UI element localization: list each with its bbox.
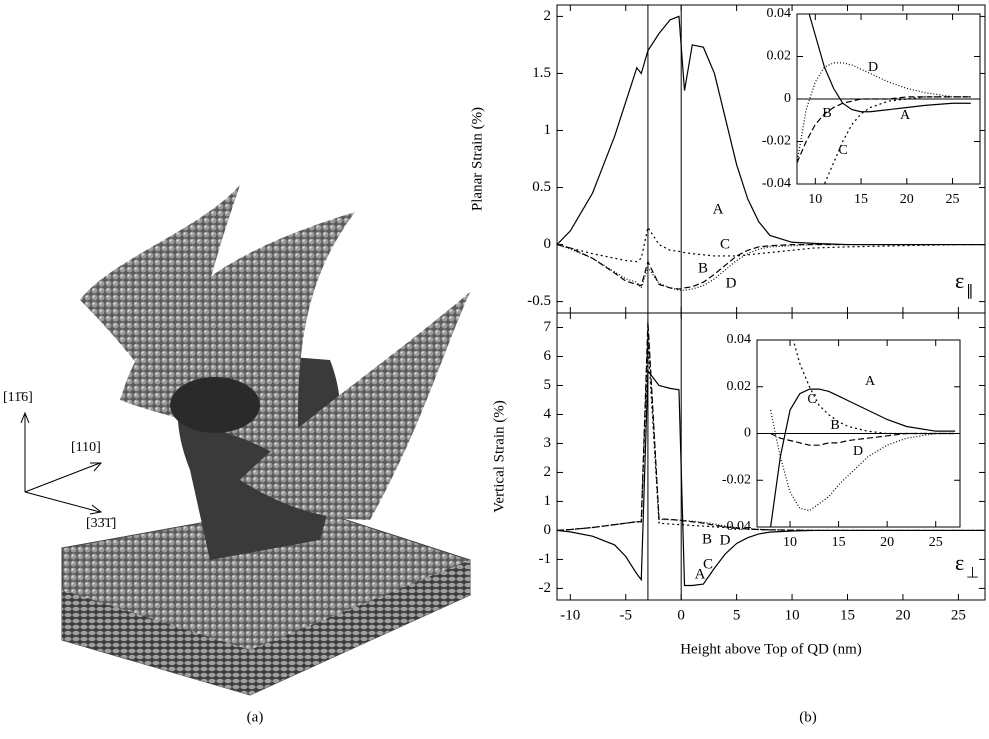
y-tick-label: 6: [544, 348, 552, 364]
y-tick-label: 4: [544, 406, 552, 422]
y-tick-label: 2: [544, 464, 552, 480]
x-tick-label: 20: [880, 535, 894, 550]
series-label: B: [830, 418, 839, 433]
x-axis-label: Height above Top of QD (nm): [680, 641, 862, 657]
x-tick-label: 0: [677, 607, 685, 623]
strain-subscript: ∥: [966, 283, 974, 299]
arrowhead: [90, 463, 101, 471]
x-tick-label: 20: [900, 192, 914, 207]
panel-label: (b): [799, 709, 817, 725]
series-label: C: [703, 556, 713, 572]
direction-label: [110]: [71, 440, 101, 455]
y-tick-label: -0.02: [762, 134, 791, 149]
figure: [11̄6] [110] [33̄1̄] (a) (b) -0.5 0 0.5 1 1.…: [0, 0, 989, 739]
y-tick-label: -2: [539, 580, 552, 596]
y-tick-label: 0.02: [727, 379, 752, 394]
y-tick-label: 7: [544, 319, 552, 335]
y-tick-label: 0.5: [532, 179, 551, 195]
x-tick-label: 10: [808, 192, 822, 207]
y-tick-label: -1: [539, 551, 552, 567]
axis-arrow: [25, 463, 100, 492]
direction-label: [11̄6]: [3, 390, 33, 405]
y-tick-label: 1: [544, 122, 552, 138]
qd-render: [62, 185, 470, 695]
y-tick-label: 0: [544, 522, 552, 538]
y-tick-label: 3: [544, 435, 552, 451]
x-tick-label: -5: [619, 607, 632, 623]
y-tick-label: 5: [544, 377, 552, 393]
y-tick-label: 1: [544, 493, 552, 509]
series-label: B: [698, 260, 708, 276]
direction-label: [33̄1̄]: [86, 516, 116, 531]
y-tick-label: -0.5: [527, 293, 551, 309]
series-label: C: [838, 143, 847, 158]
y-tick-label: 0.02: [767, 49, 792, 64]
series-label: D: [853, 444, 863, 459]
series-label: D: [720, 532, 731, 548]
panel-label: (a): [247, 709, 264, 725]
y-axis-label: Planar Strain (%): [469, 107, 485, 211]
strain-subscript: ⊥: [966, 565, 979, 581]
y-tick-label: -0.02: [722, 472, 751, 487]
y-axis-label: Vertical Strain (%): [491, 400, 507, 512]
axis-arrow: [25, 492, 100, 512]
strain-symbol: ε: [955, 550, 964, 575]
y-tick-label: -0.04: [722, 519, 751, 534]
x-tick-label: 15: [840, 607, 855, 623]
x-tick-label: 5: [733, 607, 741, 623]
series-label: C: [807, 392, 816, 407]
x-tick-label: 15: [854, 192, 868, 207]
x-tick-label: -10: [560, 607, 580, 623]
y-tick-label: -0.04: [762, 176, 791, 191]
y-tick-label: 1.5: [532, 65, 551, 81]
series-label: C: [720, 236, 730, 252]
series-label: D: [726, 275, 737, 291]
series-label: B: [822, 106, 831, 121]
y-tick-label: 0: [784, 91, 791, 106]
series-label: A: [865, 374, 876, 389]
y-tick-label: 0: [544, 236, 552, 252]
x-tick-label: 20: [895, 607, 910, 623]
x-tick-label: 15: [832, 535, 846, 550]
x-tick-label: 25: [951, 607, 966, 623]
y-tick-label: 0.04: [767, 6, 792, 21]
series-label: A: [900, 108, 911, 123]
series-label: A: [713, 201, 724, 217]
series-label: D: [868, 60, 878, 75]
y-tick-label: 0.04: [727, 332, 752, 347]
x-tick-label: 10: [785, 607, 800, 623]
wing-cavity: [170, 377, 260, 433]
x-tick-label: 25: [929, 535, 943, 550]
x-tick-label: 10: [783, 535, 797, 550]
y-tick-label: 0: [744, 426, 751, 441]
series-label: B: [702, 531, 712, 547]
y-tick-label: 2: [544, 8, 552, 24]
x-tick-label: 25: [946, 192, 960, 207]
strain-symbol: ε: [955, 268, 964, 293]
direction-axes: [21, 413, 101, 514]
